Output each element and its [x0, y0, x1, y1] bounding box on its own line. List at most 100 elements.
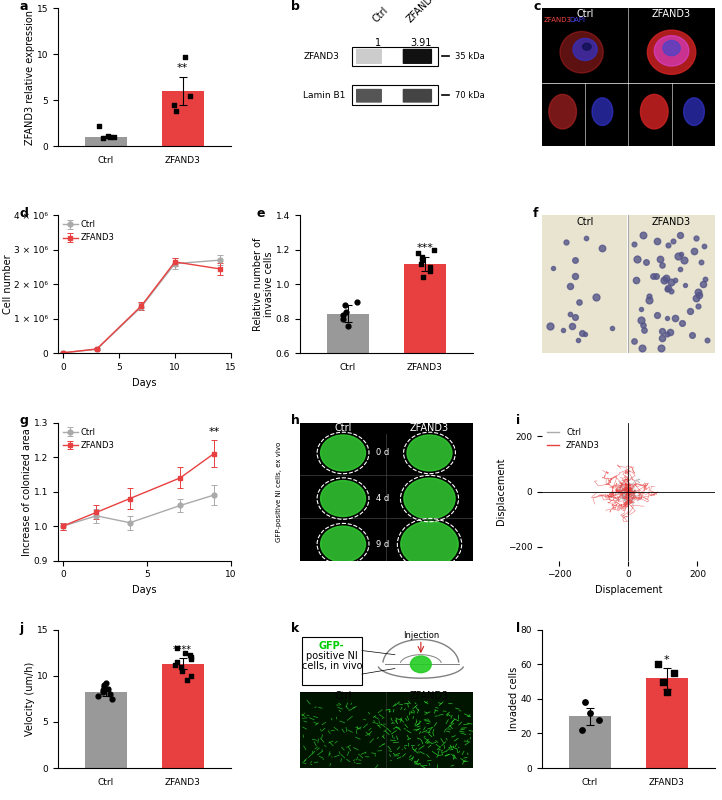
Point: [652, 658, 664, 670]
Text: h: h: [291, 414, 300, 427]
Ellipse shape: [549, 94, 576, 129]
Point: [661, 328, 672, 341]
Point: [672, 250, 684, 262]
Point: [181, 674, 193, 687]
Text: DAPI: DAPI: [570, 18, 586, 23]
Text: positive NI: positive NI: [306, 651, 357, 661]
Text: k: k: [291, 622, 300, 634]
Legend: Ctrl, ZFAND3: Ctrl, ZFAND3: [546, 426, 601, 450]
Circle shape: [321, 526, 365, 562]
Bar: [569, 716, 611, 768]
Point: [628, 334, 640, 347]
Point: [340, 306, 352, 318]
Point: [630, 274, 642, 286]
Point: [93, 119, 105, 132]
Point: [643, 290, 654, 302]
Text: Ctrl: Ctrl: [370, 6, 390, 25]
Point: [342, 319, 354, 332]
Bar: [300, 692, 473, 768]
Text: 1: 1: [375, 38, 380, 47]
Text: Ctrl: Ctrl: [334, 423, 352, 433]
Text: d: d: [19, 207, 29, 220]
Point: [92, 690, 104, 702]
Text: GFP-positive NI cells, ex vivo: GFP-positive NI cells, ex vivo: [276, 442, 282, 542]
Point: [186, 653, 197, 666]
Point: [697, 240, 709, 253]
Point: [98, 678, 110, 691]
Text: l: l: [516, 622, 520, 634]
Ellipse shape: [663, 41, 680, 56]
Bar: [84, 691, 127, 768]
Point: [651, 270, 662, 282]
Text: f: f: [534, 207, 539, 220]
Point: [658, 274, 670, 286]
Point: [340, 298, 352, 311]
Point: [424, 264, 435, 277]
Text: b: b: [291, 0, 300, 13]
Point: [638, 318, 649, 331]
Point: [580, 232, 591, 245]
Point: [573, 334, 584, 346]
Point: [424, 261, 435, 274]
Ellipse shape: [654, 36, 689, 66]
Point: [105, 688, 116, 701]
Text: 4 d: 4 d: [376, 494, 389, 503]
Point: [636, 342, 648, 354]
Y-axis label: ZFAND3 relative expression: ZFAND3 relative expression: [25, 10, 35, 145]
Point: [170, 105, 182, 118]
Point: [168, 98, 180, 111]
Point: [570, 254, 581, 266]
Point: [606, 322, 617, 334]
Point: [697, 278, 708, 290]
Ellipse shape: [684, 98, 705, 126]
Text: ZFAND3: ZFAND3: [410, 691, 449, 701]
Text: Lamin B1: Lamin B1: [303, 90, 346, 99]
Point: [97, 683, 109, 696]
Point: [565, 307, 576, 320]
Ellipse shape: [573, 38, 597, 61]
Point: [584, 706, 596, 719]
Text: GFP-: GFP-: [319, 642, 344, 651]
Bar: [645, 678, 688, 768]
Text: ZFAND3: ZFAND3: [652, 9, 691, 18]
Point: [573, 295, 585, 308]
Text: 9 d: 9 d: [376, 540, 389, 549]
Point: [661, 311, 673, 324]
Point: [631, 253, 643, 266]
Text: ZFAND3: ZFAND3: [410, 423, 449, 433]
Text: e: e: [256, 207, 265, 220]
Text: ZFAND3: ZFAND3: [303, 52, 339, 61]
Point: [106, 693, 118, 706]
Point: [105, 130, 116, 143]
Point: [666, 275, 677, 288]
Point: [97, 686, 109, 699]
Point: [102, 682, 113, 695]
Text: 0 d: 0 d: [376, 449, 389, 458]
Text: *: *: [664, 655, 669, 666]
Point: [179, 50, 191, 63]
Bar: [84, 137, 127, 146]
Point: [701, 334, 713, 346]
Point: [593, 714, 605, 726]
Point: [656, 258, 668, 271]
Point: [640, 255, 651, 268]
Point: [690, 231, 702, 244]
Point: [688, 244, 700, 257]
Point: [651, 234, 663, 247]
Point: [637, 229, 648, 242]
Point: [175, 660, 187, 673]
Text: ****: ****: [173, 645, 192, 654]
X-axis label: Days: Days: [132, 378, 157, 388]
Text: ***: ***: [417, 243, 433, 254]
Y-axis label: Increase of colonized area: Increase of colonized area: [22, 428, 32, 555]
Bar: [302, 637, 362, 685]
Ellipse shape: [592, 98, 613, 126]
Point: [651, 308, 662, 321]
Point: [577, 326, 588, 339]
Point: [628, 238, 640, 250]
Point: [656, 341, 667, 354]
Y-axis label: Velocity (um/h): Velocity (um/h): [25, 662, 35, 736]
Text: 35 kDa: 35 kDa: [456, 52, 485, 61]
Point: [415, 258, 427, 270]
Point: [352, 295, 363, 308]
